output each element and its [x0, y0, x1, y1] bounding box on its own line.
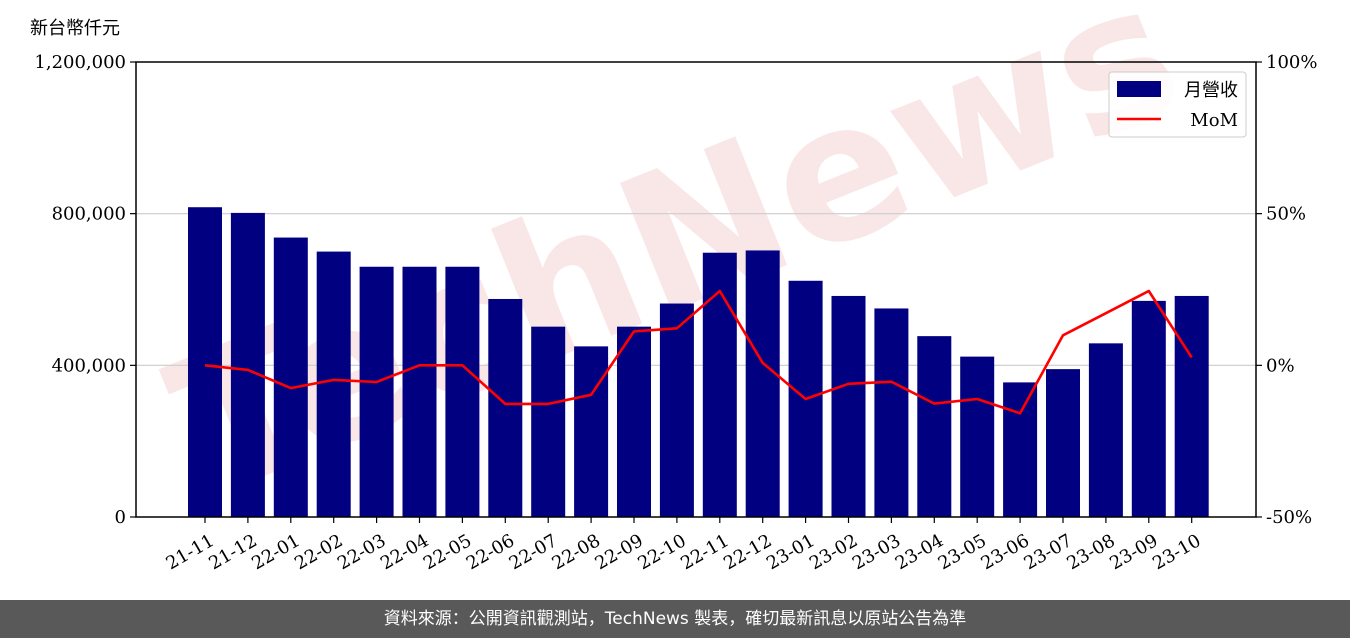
x-tick-label: 23-01	[763, 530, 818, 574]
bar	[702, 252, 737, 518]
bar	[1174, 295, 1209, 517]
x-tick-label: 22-09	[591, 530, 646, 574]
bar	[745, 250, 780, 517]
x-tick-label: 22-03	[334, 530, 389, 574]
x-tick-label: 22-05	[420, 530, 475, 574]
left-axis: 0 400,000 800,000 1,200,000	[34, 52, 136, 528]
bar-series	[188, 207, 1209, 518]
source-text: 資料來源：公開資訊觀測站，TechNews 製表，確切最新訊息以原站公告為準	[383, 609, 967, 629]
x-tick-label: 23-09	[1106, 530, 1161, 574]
bar	[1003, 382, 1038, 517]
bar	[445, 266, 480, 517]
bar	[874, 308, 909, 517]
x-tick-label: 22-01	[248, 530, 303, 574]
bar	[617, 326, 651, 517]
source-footer: 資料來源：公開資訊觀測站，TechNews 製表，確切最新訊息以原站公告為準	[0, 600, 1350, 638]
bar	[1131, 300, 1166, 517]
x-tick-label: 22-04	[377, 530, 432, 574]
x-tick-label: 22-10	[634, 530, 689, 574]
x-tick-label: 23-02	[806, 530, 861, 574]
x-tick-label: 21-11	[162, 530, 217, 574]
x-tick-label: 23-06	[978, 530, 1033, 574]
bar	[1088, 343, 1123, 517]
bar	[960, 356, 995, 517]
bar	[402, 266, 437, 517]
bar	[831, 295, 866, 517]
legend-label-mom: MoM	[1190, 110, 1238, 131]
right-tick-label: 0%	[1266, 355, 1295, 376]
line-series	[204, 289, 1193, 415]
x-tick-label: 22-07	[506, 530, 561, 574]
bar	[659, 303, 694, 517]
legend: 月營收 MoM	[1108, 71, 1247, 138]
right-tick-label: 50%	[1266, 204, 1306, 225]
legend-bar-swatch	[1117, 81, 1161, 97]
right-tick-label: 100%	[1266, 52, 1317, 73]
left-tick-label: 1,200,000	[34, 52, 126, 73]
plot-frame	[135, 61, 1257, 518]
x-tick-label: 22-11	[677, 530, 732, 574]
x-tick-label: 22-12	[720, 530, 775, 574]
bar	[574, 346, 609, 517]
bar	[531, 326, 566, 517]
right-axis: -50% 0% 50% 100%	[1256, 52, 1317, 528]
mom-line	[204, 289, 1193, 415]
bar	[488, 298, 523, 517]
left-tick-label: 400,000	[52, 355, 126, 376]
x-tick-label: 23-08	[1063, 530, 1118, 574]
left-tick-label: 800,000	[52, 204, 126, 225]
x-tick-label: 23-07	[1020, 530, 1075, 574]
bar	[230, 212, 265, 518]
x-tick-label: 23-04	[892, 530, 947, 574]
bar	[917, 336, 952, 517]
bar	[1046, 369, 1080, 517]
legend-label-revenue: 月營收	[1184, 80, 1238, 101]
x-tick-label: 22-08	[549, 530, 604, 574]
x-tick-label: 22-02	[291, 530, 346, 574]
y-unit-label: 新台幣仟元	[30, 18, 120, 39]
x-tick-label: 23-03	[849, 530, 904, 574]
x-tick-label: 22-06	[463, 530, 518, 574]
left-tick-label: 0	[115, 507, 126, 528]
x-tick-label: 23-05	[935, 530, 990, 574]
x-axis: 21-1121-1222-0122-0222-0322-0422-0522-06…	[162, 517, 1205, 574]
bar	[316, 251, 351, 518]
bar	[359, 266, 394, 517]
x-tick-label: 23-10	[1149, 530, 1204, 574]
bar	[188, 207, 222, 518]
bar	[273, 237, 308, 517]
right-tick-label: -50%	[1266, 507, 1312, 528]
